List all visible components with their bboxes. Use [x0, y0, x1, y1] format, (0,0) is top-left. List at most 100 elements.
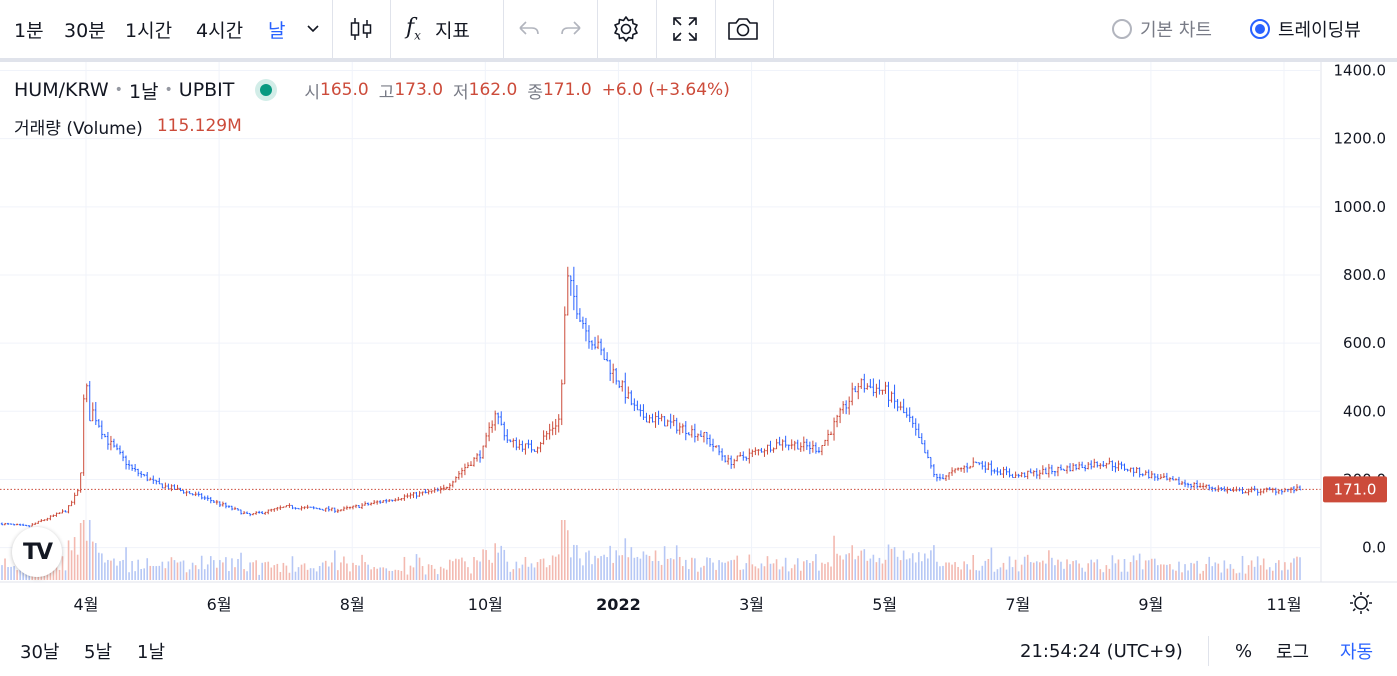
- volume-bar: [1232, 568, 1235, 580]
- volume-bar: [545, 567, 548, 580]
- volume-bar: [482, 549, 484, 580]
- interval-30m[interactable]: 30분: [64, 19, 106, 42]
- volume-bar: [503, 549, 506, 580]
- radio-selected-icon: [1250, 19, 1270, 39]
- range-30d[interactable]: 30날: [20, 642, 60, 663]
- volume-bar: [566, 530, 569, 580]
- volume-bar: [212, 560, 215, 580]
- volume-bar: [839, 555, 841, 580]
- volume-bar: [560, 520, 563, 580]
- interval-day[interactable]: 날: [268, 19, 286, 42]
- volume-bar: [1144, 560, 1147, 580]
- volume-bar: [1099, 569, 1102, 580]
- volume-bar: [621, 555, 624, 580]
- volume-bar: [191, 562, 194, 580]
- volume-bar: [688, 569, 690, 580]
- indicators-button[interactable]: fx 지표: [406, 0, 470, 58]
- clock[interactable]: 21:54:24 (UTC+9): [1020, 640, 1183, 662]
- redo-icon[interactable]: [558, 0, 584, 58]
- volume-bars: [1, 520, 1301, 580]
- gear-icon[interactable]: [611, 0, 641, 58]
- separator: [503, 0, 504, 58]
- volume-bar: [1214, 562, 1217, 580]
- volume-bar: [470, 573, 472, 580]
- symbol-name[interactable]: HUM/KRW: [14, 79, 109, 101]
- bullet: •: [164, 82, 173, 98]
- volume-bar: [258, 574, 260, 580]
- volume-bar: [1274, 562, 1277, 580]
- price-bars: [0, 266, 1302, 528]
- volume-bar: [1123, 559, 1126, 580]
- undo-icon[interactable]: [516, 0, 542, 58]
- last-price-rect: [1323, 476, 1387, 503]
- volume-bar: [854, 559, 857, 580]
- volume-bar: [349, 571, 351, 580]
- volume-bar: [1048, 550, 1050, 580]
- volume-bar: [1265, 569, 1268, 580]
- separator: [597, 0, 598, 58]
- fullscreen-icon[interactable]: [671, 0, 699, 58]
- volume-bar: [518, 568, 521, 580]
- percent-toggle[interactable]: %: [1235, 640, 1253, 662]
- volume-bar: [1057, 559, 1059, 580]
- volume-bar: [987, 559, 990, 580]
- volume-bar: [1017, 571, 1020, 580]
- camera-icon[interactable]: [726, 0, 760, 58]
- separator: [773, 0, 774, 58]
- volume-bar: [488, 559, 490, 580]
- interval-4h[interactable]: 4시간: [196, 19, 244, 42]
- volume-bar: [1156, 565, 1159, 580]
- tradingview-logo-icon[interactable]: TV: [12, 527, 62, 577]
- volume-bar: [597, 558, 599, 580]
- volume-bar: [464, 561, 466, 580]
- x-tick-label: 5월: [872, 595, 897, 614]
- volume-bar: [576, 545, 578, 580]
- log-toggle[interactable]: 로그: [1276, 642, 1310, 663]
- volume-bar: [1008, 556, 1011, 580]
- volume-bar: [1138, 553, 1141, 580]
- volume-bar: [930, 550, 932, 580]
- volume-bar: [1268, 567, 1271, 580]
- volume-bar: [1135, 560, 1138, 580]
- volume-bar: [291, 556, 294, 580]
- interval-1m[interactable]: 1분: [14, 19, 44, 42]
- volume-bar: [618, 555, 621, 580]
- interval-1h[interactable]: 1시간: [125, 19, 173, 42]
- price-chart[interactable]: 1400.01200.01000.0800.0600.0400.0200.00.…: [0, 62, 1397, 626]
- volume-bar: [1090, 559, 1093, 580]
- volume-bar: [297, 567, 300, 580]
- volume-bar: [763, 566, 766, 580]
- volume-bar: [908, 558, 911, 580]
- volume-bar: [382, 567, 385, 580]
- range-1d[interactable]: 1날: [137, 642, 166, 663]
- volume-bar: [857, 555, 860, 580]
- volume-bar: [660, 564, 663, 580]
- low-value: 162.0: [468, 80, 518, 100]
- chevron-down-icon[interactable]: [306, 0, 320, 58]
- range-5d[interactable]: 5날: [84, 642, 113, 663]
- radio-basic-chart[interactable]: 기본 차트: [1112, 0, 1212, 58]
- volume-bar: [1172, 569, 1174, 580]
- volume-bar: [146, 558, 149, 580]
- volume-bar: [1029, 562, 1032, 580]
- radio-tradingview[interactable]: 트레이딩뷰: [1250, 0, 1361, 58]
- volume-bar: [697, 571, 699, 580]
- volume-bar: [288, 572, 291, 580]
- bullet: •: [114, 82, 123, 98]
- volume-bar: [170, 557, 173, 580]
- volume-bar: [140, 569, 142, 580]
- volume-bar: [963, 561, 965, 580]
- y-tick-label: 600.0: [1343, 334, 1386, 352]
- volume-label[interactable]: 거래량 (Volume): [14, 118, 143, 139]
- volume-bar: [1250, 560, 1253, 580]
- volume-bar: [264, 562, 267, 580]
- volume-bar: [427, 564, 430, 580]
- volume-bar: [279, 571, 282, 580]
- volume-bar: [234, 567, 236, 580]
- volume-bar: [1078, 563, 1080, 580]
- volume-bar: [433, 568, 436, 580]
- auto-toggle[interactable]: 자동: [1340, 642, 1374, 663]
- settings-sun-icon[interactable]: [1350, 592, 1372, 614]
- candle-type-icon[interactable]: [348, 0, 374, 58]
- volume-bar: [945, 562, 947, 580]
